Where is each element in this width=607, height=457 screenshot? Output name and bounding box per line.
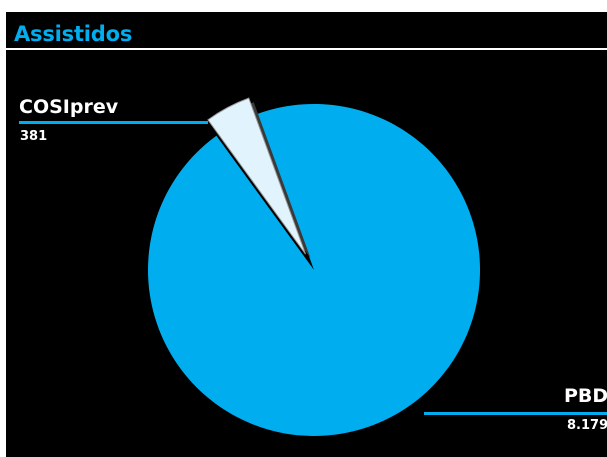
pie-slices bbox=[147, 97, 480, 437]
leader-line-cosiprev bbox=[19, 121, 208, 124]
pie-slice-pbd bbox=[147, 104, 480, 437]
pie-chart bbox=[147, 97, 480, 437]
chart-title: Assistidos bbox=[14, 22, 133, 46]
value-label-pbd: 8.179 bbox=[567, 418, 607, 433]
pie-slice-cosiprev bbox=[207, 97, 307, 255]
slice-label-pbd: PBD bbox=[564, 385, 607, 407]
title-divider bbox=[6, 48, 607, 50]
chart-panel: Assistidos COSIprev 381 PBD 8.179 bbox=[6, 12, 607, 457]
slice-label-cosiprev: COSIprev bbox=[19, 96, 119, 118]
value-label-cosiprev: 381 bbox=[20, 129, 48, 144]
leader-line-pbd bbox=[424, 412, 607, 415]
